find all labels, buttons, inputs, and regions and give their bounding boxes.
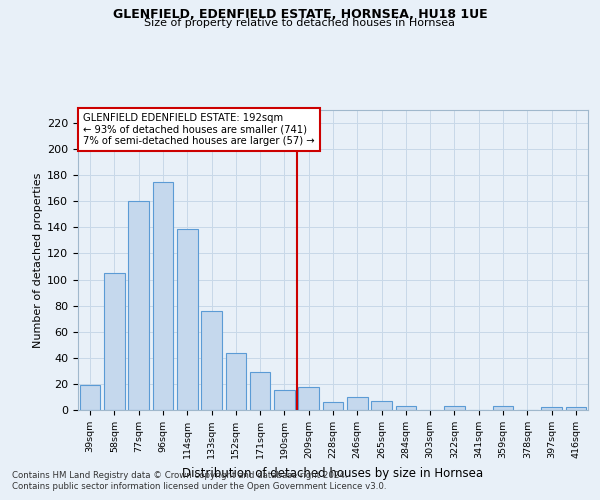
Bar — [250, 372, 271, 410]
Bar — [444, 406, 465, 410]
Text: GLENFIELD EDENFIELD ESTATE: 192sqm
← 93% of detached houses are smaller (741)
7%: GLENFIELD EDENFIELD ESTATE: 192sqm ← 93%… — [83, 113, 315, 146]
Text: GLENFIELD, EDENFIELD ESTATE, HORNSEA, HU18 1UE: GLENFIELD, EDENFIELD ESTATE, HORNSEA, HU… — [113, 8, 487, 20]
Bar — [226, 352, 246, 410]
Text: Contains HM Land Registry data © Crown copyright and database right 2024.: Contains HM Land Registry data © Crown c… — [12, 471, 347, 480]
Bar — [201, 311, 222, 410]
X-axis label: Distribution of detached houses by size in Hornsea: Distribution of detached houses by size … — [182, 466, 484, 479]
Bar — [177, 228, 197, 410]
Bar — [152, 182, 173, 410]
Bar — [298, 386, 319, 410]
Bar — [274, 390, 295, 410]
Bar — [395, 406, 416, 410]
Bar — [323, 402, 343, 410]
Bar — [347, 397, 368, 410]
Text: Contains public sector information licensed under the Open Government Licence v3: Contains public sector information licen… — [12, 482, 386, 491]
Bar — [104, 273, 125, 410]
Bar — [493, 406, 514, 410]
Bar — [80, 385, 100, 410]
Y-axis label: Number of detached properties: Number of detached properties — [33, 172, 43, 348]
Bar — [566, 408, 586, 410]
Bar — [371, 401, 392, 410]
Bar — [541, 408, 562, 410]
Bar — [128, 202, 149, 410]
Text: Size of property relative to detached houses in Hornsea: Size of property relative to detached ho… — [145, 18, 455, 28]
